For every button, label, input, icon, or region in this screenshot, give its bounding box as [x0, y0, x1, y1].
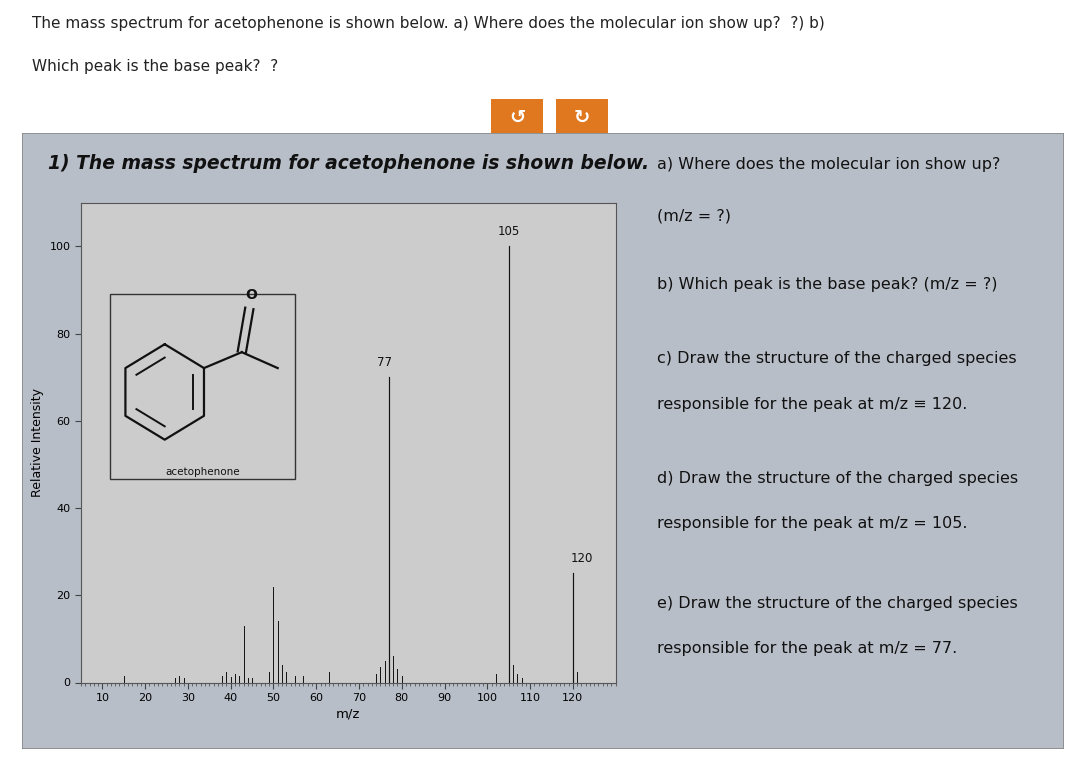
- Text: d) Draw the structure of the charged species: d) Draw the structure of the charged spe…: [658, 470, 1018, 486]
- Text: (m/z = ?): (m/z = ?): [658, 209, 731, 224]
- Text: O: O: [245, 289, 257, 303]
- Text: responsible for the peak at m/z = 105.: responsible for the peak at m/z = 105.: [658, 516, 968, 531]
- Text: responsible for the peak at m/z ≡ 120.: responsible for the peak at m/z ≡ 120.: [658, 397, 968, 412]
- Text: responsible for the peak at m/z = 77.: responsible for the peak at m/z = 77.: [658, 641, 958, 657]
- Text: Which peak is the base peak?  ?: Which peak is the base peak? ?: [32, 58, 279, 73]
- FancyBboxPatch shape: [487, 96, 548, 140]
- Text: The mass spectrum for acetophenone is shown below. a) Where does the molecular i: The mass spectrum for acetophenone is sh…: [32, 16, 825, 30]
- X-axis label: m/z: m/z: [336, 707, 361, 720]
- Text: 1) The mass spectrum for acetophenone is shown below.: 1) The mass spectrum for acetophenone is…: [48, 154, 649, 173]
- Text: 105: 105: [498, 225, 519, 238]
- Text: 77: 77: [377, 356, 392, 368]
- Text: c) Draw the structure of the charged species: c) Draw the structure of the charged spe…: [658, 351, 1017, 366]
- FancyBboxPatch shape: [552, 96, 612, 140]
- Text: 120: 120: [570, 551, 593, 565]
- Y-axis label: Relative Intensity: Relative Intensity: [31, 388, 44, 497]
- Text: ↺: ↺: [509, 108, 526, 127]
- Text: e) Draw the structure of the charged species: e) Draw the structure of the charged spe…: [658, 596, 1018, 611]
- Text: b) Which peak is the base peak? (m/z = ?): b) Which peak is the base peak? (m/z = ?…: [658, 277, 998, 292]
- Text: acetophenone: acetophenone: [165, 467, 240, 477]
- Text: a) Where does the molecular ion show up?: a) Where does the molecular ion show up?: [658, 158, 1000, 172]
- Text: ↻: ↻: [573, 108, 591, 127]
